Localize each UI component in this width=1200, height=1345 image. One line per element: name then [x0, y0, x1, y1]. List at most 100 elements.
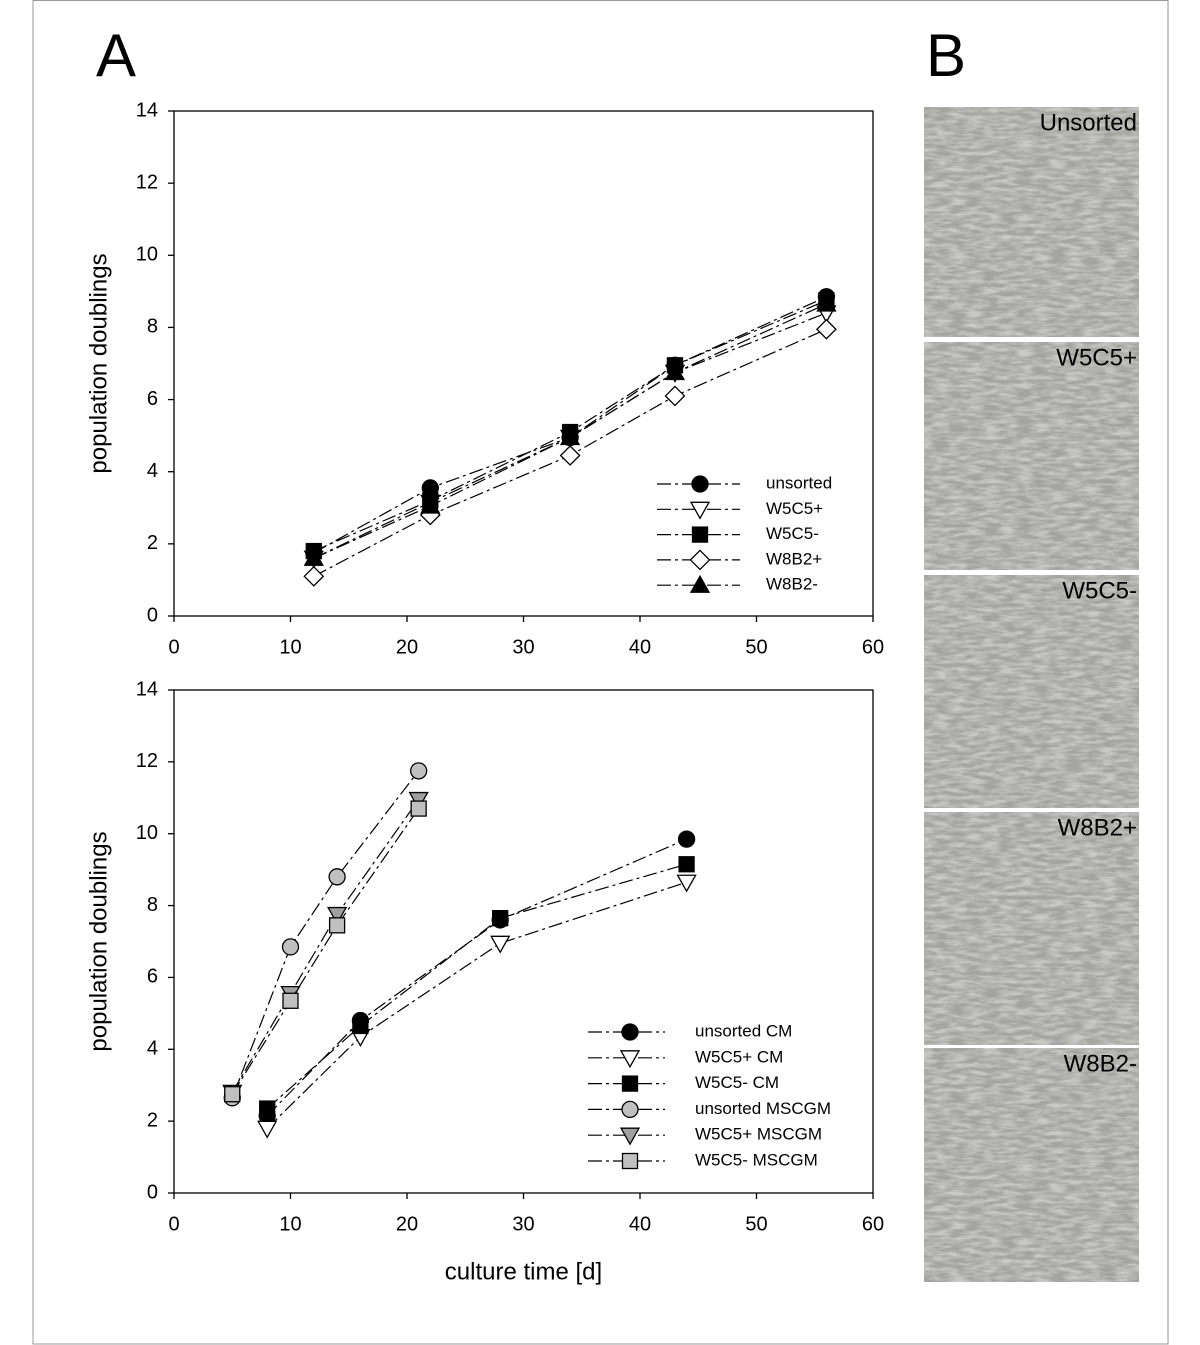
marker [326, 906, 348, 925]
y-tick-label: 14 [136, 99, 158, 121]
legend-marker [621, 1023, 639, 1041]
panel-label: B [926, 22, 966, 89]
x-tick-label: 50 [745, 636, 767, 658]
y-tick-label: 2 [147, 1109, 158, 1131]
micrograph-texture [924, 575, 1139, 808]
legend-label: W8B2- [766, 575, 818, 594]
x-tick-label: 50 [745, 1213, 767, 1235]
marker [815, 318, 837, 340]
marker [816, 293, 837, 312]
legend-label: W5C5- MSCGM [695, 1150, 818, 1169]
x-tick-label: 20 [396, 636, 418, 658]
marker [676, 874, 697, 893]
legend-label: W5C5- CM [695, 1073, 779, 1092]
y-tick-label: 0 [147, 1181, 158, 1203]
y-tick-label: 14 [136, 678, 158, 700]
series-line [231, 799, 420, 1093]
series-line [266, 863, 687, 1110]
legend-marker [689, 501, 711, 520]
micrograph-texture [924, 107, 1139, 337]
marker [259, 1100, 276, 1117]
marker [282, 992, 299, 1009]
legend-label: unsorted [766, 473, 832, 492]
x-tick-label: 60 [862, 636, 884, 658]
legend-marker [619, 1127, 641, 1146]
legend-marker [619, 1050, 641, 1069]
x-tick-label: 40 [629, 1213, 651, 1235]
marker [559, 445, 581, 466]
legend-label: W5C5+ CM [695, 1047, 783, 1066]
x-tick-label: 40 [629, 636, 651, 658]
x-tick-label: 0 [168, 1213, 179, 1235]
marker [328, 868, 346, 886]
panel-label: A [96, 22, 136, 89]
marker [559, 427, 581, 446]
image-label: Unsorted [1040, 109, 1137, 136]
marker [678, 856, 695, 873]
y-tick-label: 8 [147, 894, 158, 916]
series-line [266, 838, 687, 1117]
marker [490, 935, 511, 954]
marker [664, 385, 686, 407]
legend-label: W8B2+ [766, 549, 822, 568]
marker [410, 800, 427, 817]
legend-label: W5C5+ MSCGM [695, 1125, 822, 1144]
marker [303, 547, 324, 566]
marker [257, 1120, 278, 1139]
y-tick-label: 12 [136, 750, 158, 772]
legend-label: unsorted MSCGM [695, 1099, 831, 1118]
legend-marker [621, 1075, 639, 1092]
series-line [231, 808, 420, 1095]
y-tick-label: 10 [136, 822, 158, 844]
y-axis-title: population doublings [85, 253, 112, 473]
legend-marker [689, 574, 711, 593]
figure-border [32, 0, 1169, 1345]
legend-marker [689, 549, 711, 571]
legend-marker [621, 1152, 639, 1170]
legend-marker [691, 475, 709, 493]
x-tick-label: 10 [279, 636, 301, 658]
marker [664, 362, 686, 381]
y-tick-label: 10 [136, 244, 158, 266]
micrograph-texture [924, 1048, 1139, 1282]
marker [409, 762, 428, 780]
image-label: W5C5+ [1056, 344, 1137, 371]
legend-marker [621, 1100, 639, 1119]
image-label: W8B2+ [1058, 814, 1137, 841]
x-tick-label: 20 [396, 1213, 418, 1235]
image-label: W8B2- [1064, 1050, 1137, 1077]
legend-label: W5C5- [766, 524, 819, 543]
y-tick-label: 2 [147, 532, 158, 554]
x-tick-label: 30 [512, 636, 534, 658]
micrograph-texture [924, 342, 1139, 570]
x-tick-label: 0 [168, 636, 179, 658]
marker [677, 830, 696, 848]
legend-label: W5C5+ [766, 499, 823, 518]
series-line [231, 770, 420, 1099]
y-tick-label: 8 [147, 316, 158, 338]
legend-marker [691, 526, 709, 543]
y-tick-label: 6 [147, 966, 158, 988]
y-tick-label: 12 [136, 171, 158, 193]
marker [303, 565, 325, 587]
y-tick-label: 0 [147, 604, 158, 626]
micrograph-texture [924, 812, 1139, 1045]
y-tick-label: 6 [147, 388, 158, 410]
marker [492, 909, 509, 927]
marker [281, 938, 300, 956]
x-tick-label: 30 [512, 1213, 534, 1235]
y-tick-label: 4 [147, 460, 158, 482]
legend-label: unsorted CM [695, 1021, 792, 1040]
marker [420, 495, 441, 514]
image-label: W5C5- [1062, 577, 1137, 604]
marker [224, 1086, 241, 1103]
x-axis-title: culture time [d] [445, 1258, 602, 1285]
marker [328, 917, 346, 934]
marker [352, 1017, 369, 1035]
y-axis-title: population doublings [85, 831, 112, 1051]
y-tick-label: 4 [147, 1038, 158, 1060]
x-tick-label: 10 [279, 1213, 301, 1235]
x-tick-label: 60 [862, 1213, 884, 1235]
